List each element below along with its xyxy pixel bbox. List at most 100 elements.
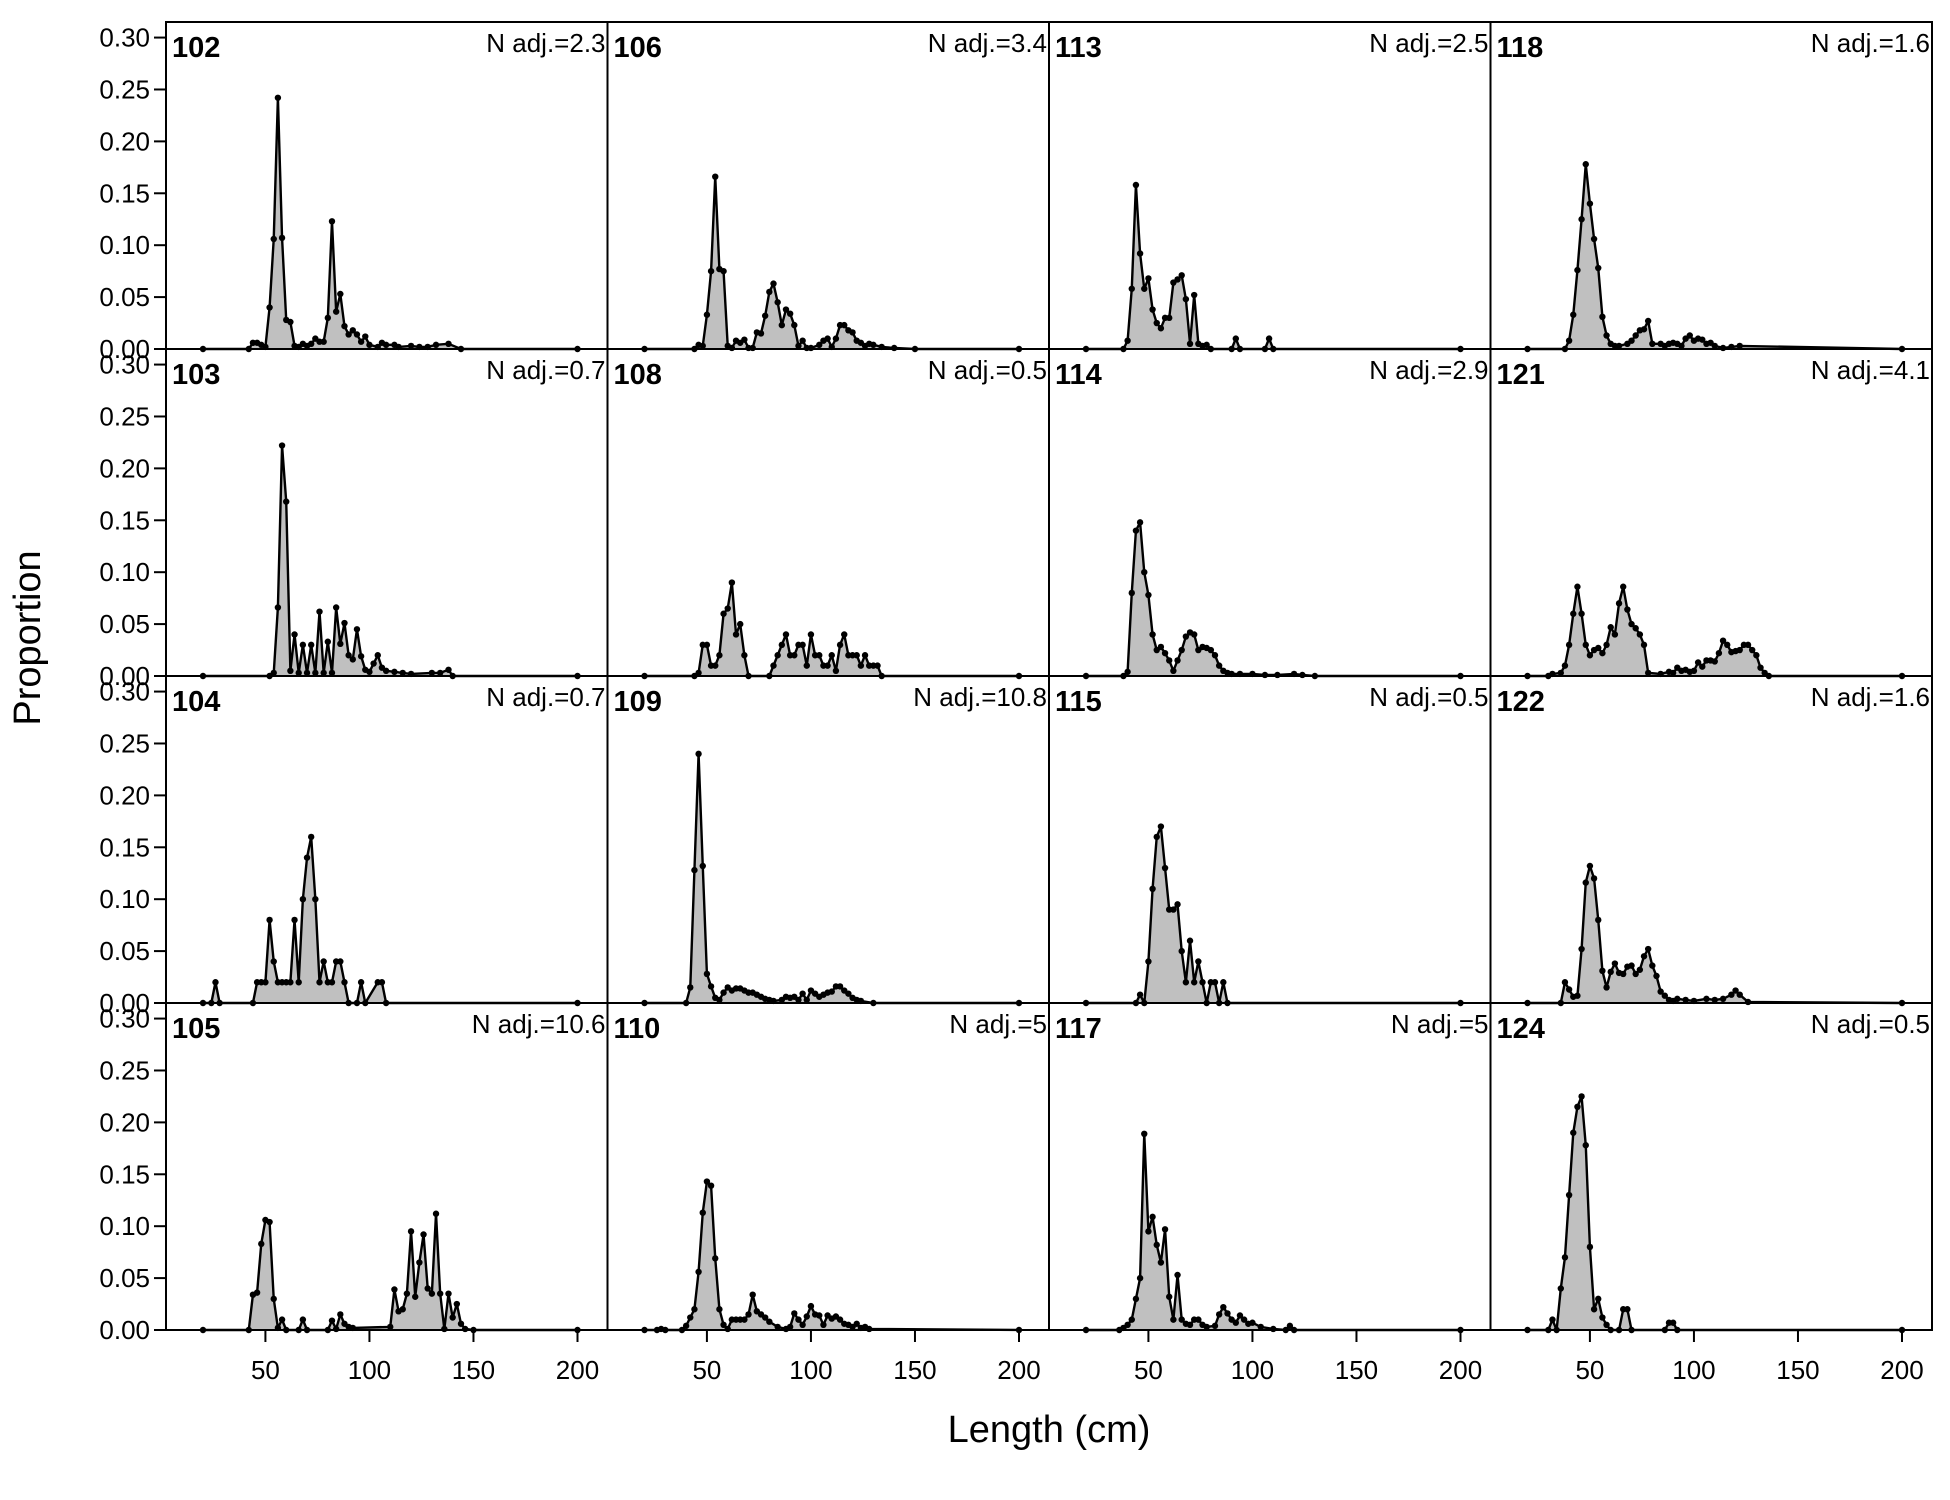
point-118-36 — [1719, 344, 1727, 352]
panel-id-label: 109 — [614, 686, 662, 718]
point-105-12 — [299, 1316, 307, 1323]
line-102 — [203, 96, 578, 351]
point-110-11 — [707, 1182, 715, 1189]
point-124-8 — [1574, 1103, 1581, 1111]
point-102-22 — [332, 308, 340, 315]
point-121-48 — [1757, 664, 1764, 671]
point-105-22 — [391, 1286, 398, 1293]
point-122-10 — [1595, 916, 1602, 924]
panel-id-label: 113 — [1055, 32, 1102, 64]
point-115-16 — [1195, 958, 1202, 965]
panel-106: 106 N adj.=3.4 — [606, 21, 1050, 353]
point-103-17 — [332, 604, 340, 611]
point-121-14 — [1603, 641, 1610, 649]
point-122-9 — [1590, 875, 1598, 882]
point-103-34 — [436, 669, 444, 677]
panel-105: 105 N adj.=10.6 0.00 0.05 0.10 0.15 0.20 0.25 0.… — [99, 1002, 609, 1385]
point-124-7 — [1570, 1129, 1577, 1136]
point-108-9 — [724, 605, 731, 612]
point-115-17 — [1199, 979, 1206, 986]
point-106-22 — [778, 321, 786, 329]
point-117-5 — [1132, 1295, 1140, 1303]
point-118-29 — [1686, 332, 1693, 339]
point-108-10 — [728, 579, 736, 586]
point-110-25 — [766, 1318, 773, 1325]
point-117-29 — [1236, 1312, 1244, 1319]
point-118-2 — [1565, 337, 1573, 344]
point-122-5 — [1574, 992, 1581, 999]
point-113-4 — [1132, 181, 1140, 189]
point-106-20 — [770, 280, 777, 287]
point-106-45 — [890, 344, 898, 352]
panel-124: 124 N adj.=0.5 50 100 150 200 — [1489, 1002, 1933, 1385]
y-tick-label: 0.05 — [99, 609, 150, 639]
point-117-6 — [1136, 1274, 1144, 1282]
point-105-33 — [436, 1290, 444, 1297]
point-121-12 — [1595, 644, 1602, 652]
point-121-16 — [1611, 631, 1619, 638]
point-115-12 — [1178, 947, 1185, 955]
panel-frame-117 — [1048, 1002, 1492, 1331]
panel-frame-122 — [1489, 675, 1933, 1004]
point-118-8 — [1590, 235, 1598, 243]
point-106-32 — [824, 335, 831, 342]
point-124-15 — [1603, 1321, 1610, 1329]
area-104 — [203, 836, 578, 1003]
point-115-20 — [1211, 979, 1219, 986]
point-104-7 — [262, 979, 269, 986]
point-122-21 — [1640, 953, 1648, 960]
point-108-36 — [853, 652, 860, 659]
y-tick-label: 0.30 — [99, 677, 150, 707]
point-115-15 — [1190, 979, 1198, 986]
point-121-39 — [1719, 637, 1727, 644]
panel-id-label: 108 — [614, 359, 662, 391]
point-114-10 — [1157, 643, 1165, 651]
point-105-32 — [432, 1210, 440, 1217]
point-121-32 — [1690, 667, 1698, 675]
point-118-3 — [1570, 311, 1577, 318]
point-102-26 — [349, 327, 356, 334]
point-105-25 — [403, 1290, 411, 1297]
point-113-10 — [1157, 325, 1165, 332]
point-114-33 — [1299, 671, 1306, 679]
point-102-39 — [432, 341, 440, 349]
x-tick-label: 50 — [1134, 1355, 1163, 1385]
panel-id-label: 102 — [172, 32, 220, 64]
y-tick-label: 0.30 — [99, 23, 150, 53]
point-103-23 — [357, 653, 365, 660]
point-103-35 — [445, 666, 452, 673]
panel-109: 109 N adj.=10.8 — [606, 675, 1050, 1007]
point-121-21 — [1632, 625, 1639, 632]
point-103-25 — [366, 668, 373, 676]
point-117-20 — [1195, 1316, 1202, 1323]
point-109-9 — [716, 996, 723, 1004]
point-122-32 — [1703, 995, 1710, 1003]
point-103-22 — [353, 626, 361, 633]
point-124-10 — [1582, 1142, 1589, 1149]
point-113-3 — [1128, 285, 1135, 292]
point-108-6 — [712, 662, 719, 669]
point-105-29 — [420, 1231, 427, 1238]
point-109-7 — [707, 983, 715, 990]
point-110-12 — [712, 1255, 719, 1262]
point-121-13 — [1599, 649, 1606, 657]
point-122-6 — [1578, 945, 1585, 953]
panel-n-label: N adj.=10.8 — [913, 682, 1047, 712]
point-102-20 — [324, 314, 332, 322]
point-118-5 — [1578, 216, 1585, 223]
point-113-9 — [1153, 319, 1160, 327]
point-104-32 — [378, 979, 386, 986]
point-115-7 — [1157, 823, 1165, 830]
point-104-15 — [295, 979, 302, 986]
point-121-17 — [1615, 600, 1623, 607]
panel-id-label: 106 — [614, 32, 662, 64]
point-102-36 — [407, 342, 415, 350]
point-108-13 — [741, 652, 748, 659]
panel-id-label: 115 — [1055, 686, 1102, 718]
point-105-30 — [424, 1285, 431, 1292]
point-108-19 — [782, 631, 790, 638]
panel-frame-102 — [165, 21, 609, 350]
y-tick-label: 0.20 — [99, 1107, 150, 1137]
point-102-7 — [270, 235, 277, 243]
panel-frame-114 — [1048, 348, 1492, 677]
